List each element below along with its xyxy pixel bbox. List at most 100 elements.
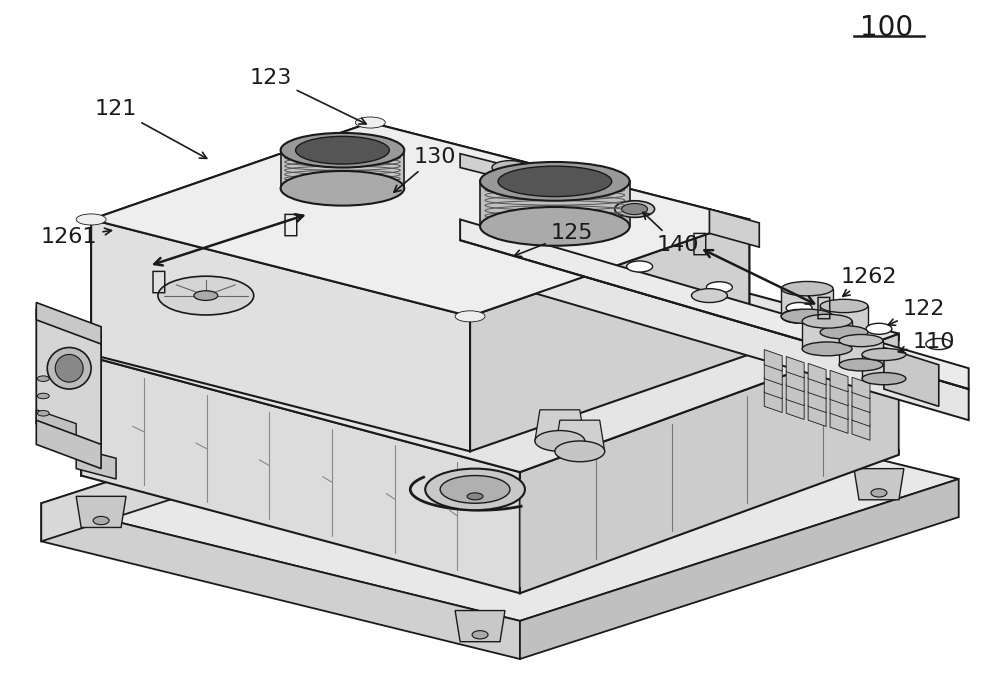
Ellipse shape — [37, 376, 49, 382]
Polygon shape — [76, 448, 116, 479]
Polygon shape — [455, 610, 505, 641]
Ellipse shape — [158, 276, 254, 315]
Polygon shape — [820, 306, 868, 332]
Text: 121: 121 — [95, 99, 207, 158]
Polygon shape — [460, 154, 570, 195]
Ellipse shape — [839, 334, 883, 347]
Text: 前: 前 — [283, 211, 299, 237]
Polygon shape — [862, 354, 906, 379]
Ellipse shape — [706, 281, 732, 293]
Ellipse shape — [37, 393, 49, 399]
Ellipse shape — [355, 117, 385, 128]
Ellipse shape — [47, 348, 91, 389]
Text: 130: 130 — [394, 147, 456, 193]
Polygon shape — [830, 384, 848, 406]
Polygon shape — [830, 412, 848, 434]
Polygon shape — [781, 288, 833, 316]
Polygon shape — [764, 363, 782, 385]
Ellipse shape — [37, 411, 49, 416]
Ellipse shape — [555, 441, 605, 461]
Polygon shape — [852, 391, 870, 413]
Polygon shape — [91, 122, 749, 316]
Ellipse shape — [871, 489, 887, 497]
Text: 右: 右 — [692, 231, 707, 256]
Ellipse shape — [820, 300, 868, 313]
Text: 1261: 1261 — [41, 227, 111, 247]
Polygon shape — [854, 468, 904, 500]
Ellipse shape — [862, 373, 906, 385]
Polygon shape — [786, 370, 804, 392]
Ellipse shape — [296, 136, 389, 164]
Ellipse shape — [802, 314, 852, 328]
Text: 1262: 1262 — [841, 267, 897, 296]
Polygon shape — [786, 398, 804, 420]
Polygon shape — [41, 361, 480, 541]
Polygon shape — [470, 220, 749, 451]
Polygon shape — [808, 363, 826, 385]
Text: 125: 125 — [514, 223, 593, 256]
Polygon shape — [485, 351, 535, 382]
Ellipse shape — [786, 302, 812, 313]
Ellipse shape — [781, 281, 833, 296]
Text: 100: 100 — [860, 14, 913, 42]
Ellipse shape — [498, 166, 612, 197]
Polygon shape — [81, 216, 460, 475]
Polygon shape — [520, 479, 959, 659]
Ellipse shape — [472, 630, 488, 639]
Polygon shape — [764, 377, 782, 399]
Polygon shape — [830, 370, 848, 392]
Ellipse shape — [535, 431, 585, 451]
Ellipse shape — [480, 207, 630, 246]
Polygon shape — [41, 503, 520, 659]
Polygon shape — [36, 420, 101, 468]
Polygon shape — [808, 377, 826, 399]
Polygon shape — [370, 122, 749, 354]
Ellipse shape — [281, 171, 404, 206]
Polygon shape — [41, 361, 959, 621]
Ellipse shape — [480, 162, 630, 201]
Ellipse shape — [802, 342, 852, 356]
Ellipse shape — [440, 475, 510, 503]
Text: 122: 122 — [888, 300, 945, 325]
Ellipse shape — [425, 468, 525, 510]
Ellipse shape — [455, 311, 485, 322]
Ellipse shape — [862, 348, 906, 361]
Ellipse shape — [93, 516, 109, 525]
Ellipse shape — [820, 326, 868, 339]
Ellipse shape — [781, 309, 817, 323]
Polygon shape — [884, 348, 939, 407]
Ellipse shape — [615, 201, 655, 218]
Polygon shape — [36, 309, 101, 448]
Text: 123: 123 — [249, 67, 366, 124]
Text: 140: 140 — [643, 212, 699, 255]
Ellipse shape — [839, 359, 883, 371]
Polygon shape — [76, 496, 126, 528]
Polygon shape — [764, 350, 782, 371]
Ellipse shape — [502, 371, 518, 379]
Polygon shape — [81, 216, 899, 472]
Polygon shape — [709, 209, 759, 247]
Ellipse shape — [866, 323, 892, 334]
Polygon shape — [786, 357, 804, 378]
Ellipse shape — [55, 354, 83, 382]
Polygon shape — [852, 405, 870, 427]
Ellipse shape — [622, 204, 648, 215]
Polygon shape — [808, 391, 826, 413]
Ellipse shape — [76, 214, 106, 225]
Polygon shape — [830, 398, 848, 420]
Polygon shape — [535, 410, 585, 441]
Ellipse shape — [492, 161, 528, 174]
Ellipse shape — [781, 309, 833, 324]
Ellipse shape — [467, 493, 483, 500]
Polygon shape — [555, 420, 605, 451]
Text: 110: 110 — [898, 332, 955, 353]
Ellipse shape — [926, 338, 952, 350]
Ellipse shape — [281, 133, 404, 167]
Polygon shape — [802, 321, 852, 349]
Polygon shape — [786, 384, 804, 406]
Polygon shape — [81, 354, 520, 594]
Polygon shape — [36, 302, 101, 344]
Ellipse shape — [691, 288, 727, 302]
Polygon shape — [460, 220, 969, 389]
Text: 后: 后 — [151, 269, 167, 295]
